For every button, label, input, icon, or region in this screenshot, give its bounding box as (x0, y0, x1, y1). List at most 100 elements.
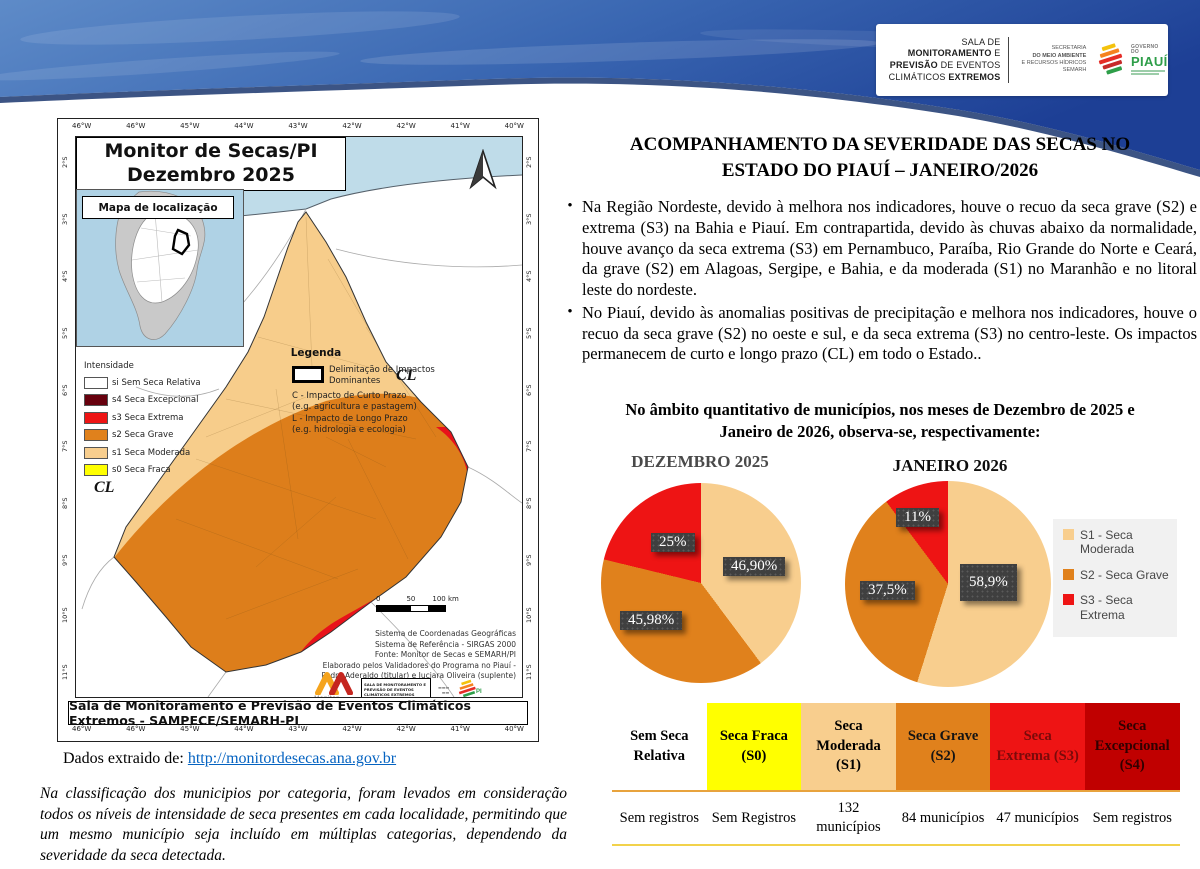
jan-label-s1: 58,9% (960, 564, 1017, 601)
lat-label: 5°S (525, 327, 533, 339)
legend-item-s1: s1 Seca Moderada (84, 444, 201, 462)
scale-0: 0 (376, 595, 381, 603)
sala-text-seg: EXTREMOS (948, 71, 1001, 82)
legend-label: s0 Seca Fraca (112, 465, 171, 476)
s1-swatch (84, 446, 108, 459)
s2-swatch (84, 429, 108, 442)
semarh-line: E RECURSOS HÍDRICOS (1021, 60, 1087, 66)
governo-piaui-text: GOVERNO DO PIAUÍ (1130, 45, 1168, 75)
source-link[interactable]: http://monitordesecas.ana.gov.br (187, 750, 397, 767)
map-credits: Sistema de Coordenadas Geográficas Sistem… (281, 629, 517, 682)
sala-text-seg: SALA DE (961, 36, 1001, 47)
pie-legend-label: S3 - Seca Extrema (1080, 593, 1133, 622)
dec-label-s1: 46,90% (723, 557, 786, 576)
credit-line: Sistema de Referência - SIRGAS 2000 (374, 639, 516, 649)
dec-label-s3: 25% (651, 533, 695, 552)
cell-s1: 132 municípios (801, 792, 896, 844)
legend-item-s2: s2 Seca Grave (84, 427, 201, 445)
cell-s3: 47 municípios (990, 792, 1085, 844)
municipalities-table: Sem Seca Relativa Seca Fraca (S0) Seca M… (612, 703, 1180, 846)
legend-item-s3: s3 Seca Extrema (84, 409, 201, 427)
legend-label: s4 Seca Excepcional (112, 395, 199, 406)
monitor-m-icon (315, 672, 353, 695)
mini-box-line: CLIMÁTICOS EXTREMOS (364, 692, 415, 698)
header-seca-grave-s2: Seca Grave (S2) (895, 703, 991, 790)
lon-label: 43°W (288, 122, 308, 130)
s4-swatch (84, 394, 108, 407)
south-america-inset (115, 190, 206, 340)
lon-label: 43°W (288, 725, 308, 733)
impact-l-label: L - Impacto de Longo Prazo (292, 413, 408, 424)
location-inset-map: Mapa de localização (76, 189, 244, 347)
impact-c-sub: (e.g. agricultura e pastagem) (292, 402, 417, 413)
source-prefix: Dados extraido de: (63, 750, 188, 767)
cell-s4: Sem registros (1084, 792, 1180, 844)
lon-label: 41°W (450, 725, 470, 733)
legend-label: s2 Seca Grave (112, 430, 174, 441)
semarh-line: SECRETARIA (1051, 45, 1087, 52)
lon-label: 44°W (234, 122, 254, 130)
data-source-line: Dados extraido de: http://monitordesecas… (63, 750, 396, 768)
sala-text-seg: MONITORAMENTO (907, 48, 992, 59)
piaui-mini-logo: PI (459, 679, 482, 697)
pie-chart-dezembro-2025 (601, 483, 801, 683)
inset-title: Mapa de localização (82, 196, 234, 219)
lon-label: 42°W (342, 122, 362, 130)
sala-text-seg: CLIMÁTICOS (888, 71, 949, 82)
table-header-row: Sem Seca Relativa Seca Fraca (S0) Seca M… (612, 703, 1180, 792)
longitude-labels-top: 46°W 46°W 45°W 44°W 43°W 42°W 42°W 41°W 40°W (72, 122, 524, 130)
bullet-text-piaui: No Piauí, devido às anomalias positivas … (582, 302, 1197, 364)
bullet-text-nordeste: Na Região Nordeste, devido à melhora nos… (582, 197, 1197, 300)
cl-impact-label-west: CL (94, 479, 115, 496)
pie-legend-item-s1: S1 - Seca Moderada (1063, 528, 1169, 557)
lat-label: 2°S (61, 156, 69, 168)
s3-swatch (84, 411, 108, 424)
lon-label: 42°W (342, 725, 362, 733)
lon-label: 46°W (126, 725, 146, 733)
lon-label: 46°W (72, 725, 92, 733)
statement-line1: No âmbito quantitativo de municípios, no… (625, 400, 1135, 419)
header-logo-box: SALA DE MONITORAMENTO E PREVISÃO DE EVEN… (876, 24, 1168, 96)
pie-legend-item-s2: S2 - Seca Grave (1063, 568, 1169, 582)
slogan-bar (1130, 69, 1165, 72)
lon-label: 42°W (396, 725, 416, 733)
bullet-item: • No Piauí, devido às anomalias positiva… (558, 303, 1197, 365)
page-title-line2: ESTADO DO PIAUÍ – JANEIRO/2026 (721, 159, 1039, 181)
sala-text-seg: E (991, 48, 1001, 59)
jan-label-s3: 11% (896, 508, 939, 527)
drought-map-panel: 46°W 46°W 45°W 44°W 43°W 42°W 42°W 41°W 40°W 46°… (57, 118, 539, 742)
credit-line: Elaborado pelos Validadores do Programa … (322, 660, 516, 670)
cell-s0: Sem Registros (706, 792, 802, 844)
map-legend-intensity: Intensidade si Sem Seca Relativa s4 Seca… (84, 361, 201, 479)
lat-label: 4°S (61, 270, 69, 282)
summary-bullets: • Na Região Nordeste, devido à melhora n… (558, 197, 1197, 367)
legend-label: s1 Seca Moderada (112, 447, 191, 458)
map-legend-title: Legenda (290, 347, 342, 359)
pie-legend: S1 - Seca Moderada S2 - Seca Grave S3 - … (1053, 519, 1177, 637)
s2-legend-swatch (1063, 568, 1074, 580)
si-swatch (84, 376, 108, 389)
sala-text-seg: PREVISÃO (889, 60, 938, 70)
lat-label: 2°S (525, 156, 533, 168)
legend-label: s3 Seca Extrema (112, 412, 184, 423)
lon-label: 40°W (504, 122, 524, 130)
piaui-flag-icon (1099, 43, 1123, 75)
lat-label: 10°S (525, 607, 533, 623)
credit-line: Sistema de Coordenadas Geográficas (375, 629, 516, 638)
lat-label: 8°S (525, 497, 533, 510)
s3-legend-swatch (1063, 594, 1074, 606)
quantitative-statement: No âmbito quantitativo de municípios, no… (570, 399, 1190, 444)
lat-label: 4°S (525, 270, 533, 282)
slogan-bar (1130, 73, 1159, 75)
monitor-text-line: Monitor (314, 694, 339, 698)
mini-box-line: PREVISÃO DE EVENTOS (364, 687, 414, 693)
lon-label: 46°W (72, 122, 92, 130)
delimitation-label: Delimitação de Impactos Dominantes (329, 365, 435, 387)
lon-label: 44°W (234, 725, 254, 733)
map-legend-impacts: Delimitação de Impactos Dominantes C - I… (292, 365, 462, 437)
longitude-labels-bottom: 46°W 46°W 45°W 44°W 43°W 42°W 42°W 41°W 40°W (72, 725, 524, 733)
bullet-marker: • (567, 198, 573, 214)
lat-label: 9°S (525, 554, 533, 567)
